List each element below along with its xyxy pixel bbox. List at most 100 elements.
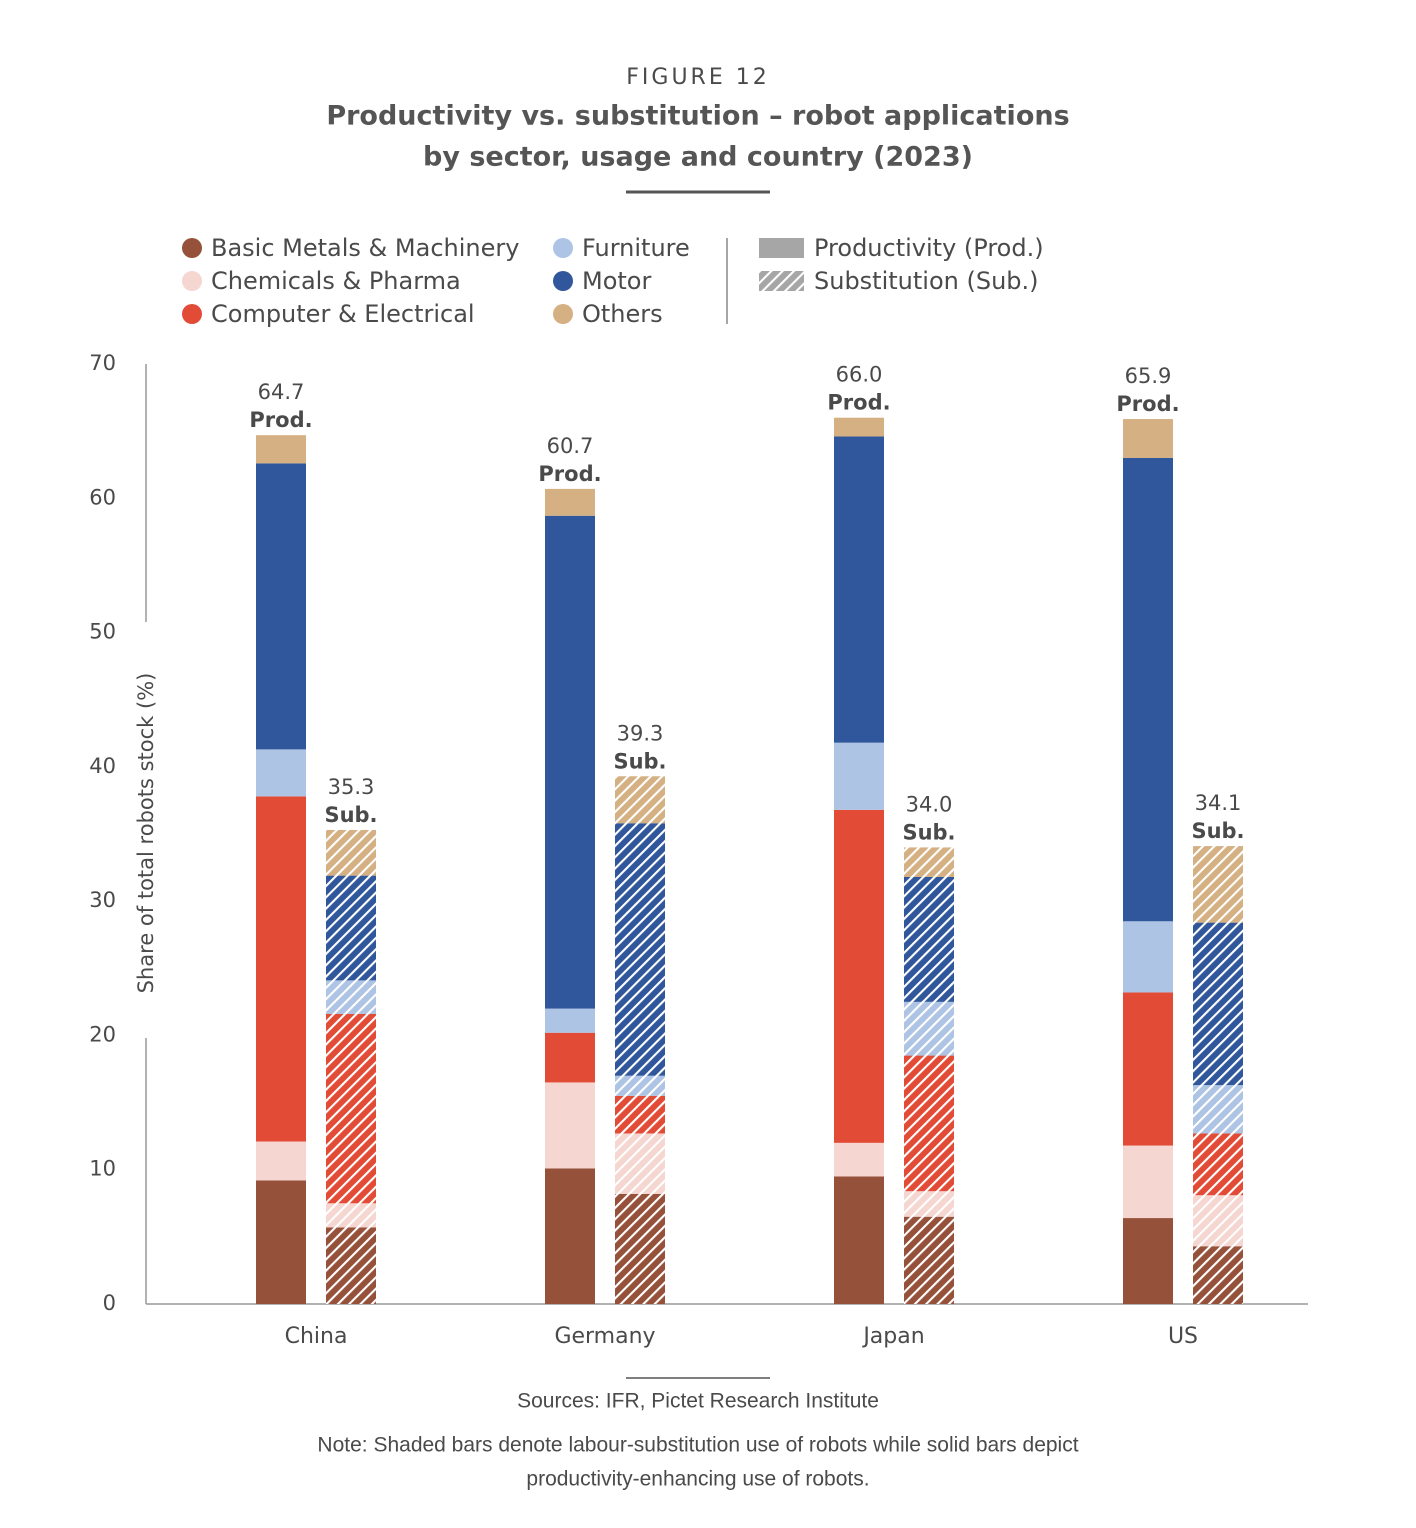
bar-segment bbox=[326, 1203, 376, 1228]
bar-segment bbox=[256, 749, 306, 797]
legend-swatch bbox=[759, 238, 804, 258]
bar-segment bbox=[326, 1227, 376, 1304]
bar-segment bbox=[256, 1141, 306, 1181]
bar-segment bbox=[1123, 1218, 1173, 1304]
bar-segment bbox=[615, 1133, 665, 1194]
bar-segment bbox=[1123, 992, 1173, 1146]
legend-swatch bbox=[759, 271, 804, 291]
bar-segment bbox=[615, 776, 665, 824]
x-tick-label: Germany bbox=[554, 1324, 655, 1349]
bar-segment bbox=[834, 809, 884, 1143]
bar-segment bbox=[615, 823, 665, 1076]
legend-swatch bbox=[553, 304, 573, 324]
legend-swatch bbox=[182, 238, 202, 258]
bar-segment bbox=[834, 1176, 884, 1304]
bar-segment bbox=[904, 847, 954, 877]
bar-segment bbox=[256, 463, 306, 750]
chart-title: by sector, usage and country (2023) bbox=[423, 142, 973, 173]
y-tick-label: 40 bbox=[89, 754, 116, 778]
total-label: 34.1 bbox=[1195, 791, 1242, 815]
legend-label: Basic Metals & Machinery bbox=[211, 234, 519, 262]
legend-label: Motor bbox=[582, 267, 651, 295]
bar-segment bbox=[1193, 1195, 1243, 1247]
legend-label: Others bbox=[582, 300, 663, 328]
y-tick-label: 30 bbox=[89, 888, 116, 912]
y-tick-label: 10 bbox=[89, 1157, 116, 1181]
usage-label: Prod. bbox=[1116, 392, 1179, 416]
bar-segment bbox=[545, 1008, 595, 1033]
bar-segment bbox=[904, 1055, 954, 1192]
total-label: 66.0 bbox=[836, 363, 883, 387]
bar-segment bbox=[904, 1001, 954, 1056]
note: Note: Shaded bars denote labour-substitu… bbox=[317, 1434, 1078, 1457]
x-tick-label: US bbox=[1168, 1324, 1198, 1349]
y-tick-label: 50 bbox=[89, 620, 116, 644]
bar-segment bbox=[904, 876, 954, 1002]
total-label: 60.7 bbox=[547, 434, 594, 458]
legend-swatch bbox=[182, 271, 202, 291]
bar-segment bbox=[326, 875, 376, 981]
legend-swatch bbox=[553, 271, 573, 291]
total-label: 65.9 bbox=[1125, 364, 1172, 388]
legend-label: Chemicals & Pharma bbox=[211, 267, 461, 295]
bar-segment bbox=[615, 1095, 665, 1134]
bar-segment bbox=[904, 1216, 954, 1304]
bar-segment bbox=[1123, 458, 1173, 922]
bar-segment bbox=[545, 515, 595, 1009]
x-tick-label: Japan bbox=[861, 1324, 924, 1349]
total-label: 34.0 bbox=[906, 792, 953, 816]
note: productivity-enhancing use of robots. bbox=[526, 1468, 869, 1491]
figure-label: FIGURE 12 bbox=[626, 65, 769, 90]
usage-label: Sub. bbox=[324, 803, 377, 827]
bar-segment bbox=[834, 417, 884, 437]
legend-swatch bbox=[182, 304, 202, 324]
bar-segment bbox=[1193, 846, 1243, 923]
usage-label: Sub. bbox=[1191, 819, 1244, 843]
bar-segment bbox=[256, 435, 306, 464]
bar-segment bbox=[545, 488, 595, 516]
legend-label: Substitution (Sub.) bbox=[814, 267, 1039, 295]
bar-segment bbox=[1123, 1145, 1173, 1219]
bar-segment bbox=[1193, 922, 1243, 1086]
bar-segment bbox=[834, 1142, 884, 1177]
bar-segment bbox=[1193, 1133, 1243, 1196]
legend-label: Productivity (Prod.) bbox=[814, 234, 1044, 262]
y-tick-label: 0 bbox=[103, 1291, 116, 1315]
usage-label: Prod. bbox=[538, 462, 601, 486]
bar-segment bbox=[615, 1075, 665, 1096]
bar-segment bbox=[1123, 419, 1173, 458]
bar-segment bbox=[1123, 921, 1173, 993]
bar-segment bbox=[834, 436, 884, 743]
bar-segment bbox=[545, 1082, 595, 1169]
bar-segment bbox=[545, 1032, 595, 1083]
bar-segment bbox=[615, 1193, 665, 1304]
bar-segment bbox=[326, 980, 376, 1014]
legend-swatch bbox=[553, 238, 573, 258]
chart-title: Productivity vs. substitution – robot ap… bbox=[326, 101, 1069, 132]
usage-label: Sub. bbox=[613, 749, 666, 773]
usage-label: Prod. bbox=[249, 408, 312, 432]
y-tick-label: 20 bbox=[89, 1022, 116, 1046]
bar-segment bbox=[256, 796, 306, 1142]
bar-segment bbox=[256, 1180, 306, 1304]
total-label: 35.3 bbox=[328, 775, 375, 799]
total-label: 64.7 bbox=[258, 380, 305, 404]
y-tick-label: 70 bbox=[89, 351, 116, 375]
usage-label: Prod. bbox=[827, 391, 890, 415]
y-tick-label: 60 bbox=[89, 485, 116, 509]
bar-segment bbox=[545, 1168, 595, 1304]
sources: Sources: IFR, Pictet Research Institute bbox=[517, 1390, 879, 1413]
bar-segment bbox=[904, 1191, 954, 1217]
legend-label: Computer & Electrical bbox=[211, 300, 475, 328]
y-axis-label: Share of total robots stock (%) bbox=[134, 673, 158, 994]
x-tick-label: China bbox=[285, 1324, 348, 1349]
bar-segment bbox=[326, 829, 376, 876]
bar-segment bbox=[326, 1013, 376, 1204]
total-label: 39.3 bbox=[617, 721, 664, 745]
bar-segment bbox=[1193, 1246, 1243, 1304]
bar-segment bbox=[834, 742, 884, 810]
usage-label: Sub. bbox=[902, 820, 955, 844]
legend-label: Furniture bbox=[582, 234, 690, 262]
bar-segment bbox=[1193, 1085, 1243, 1134]
